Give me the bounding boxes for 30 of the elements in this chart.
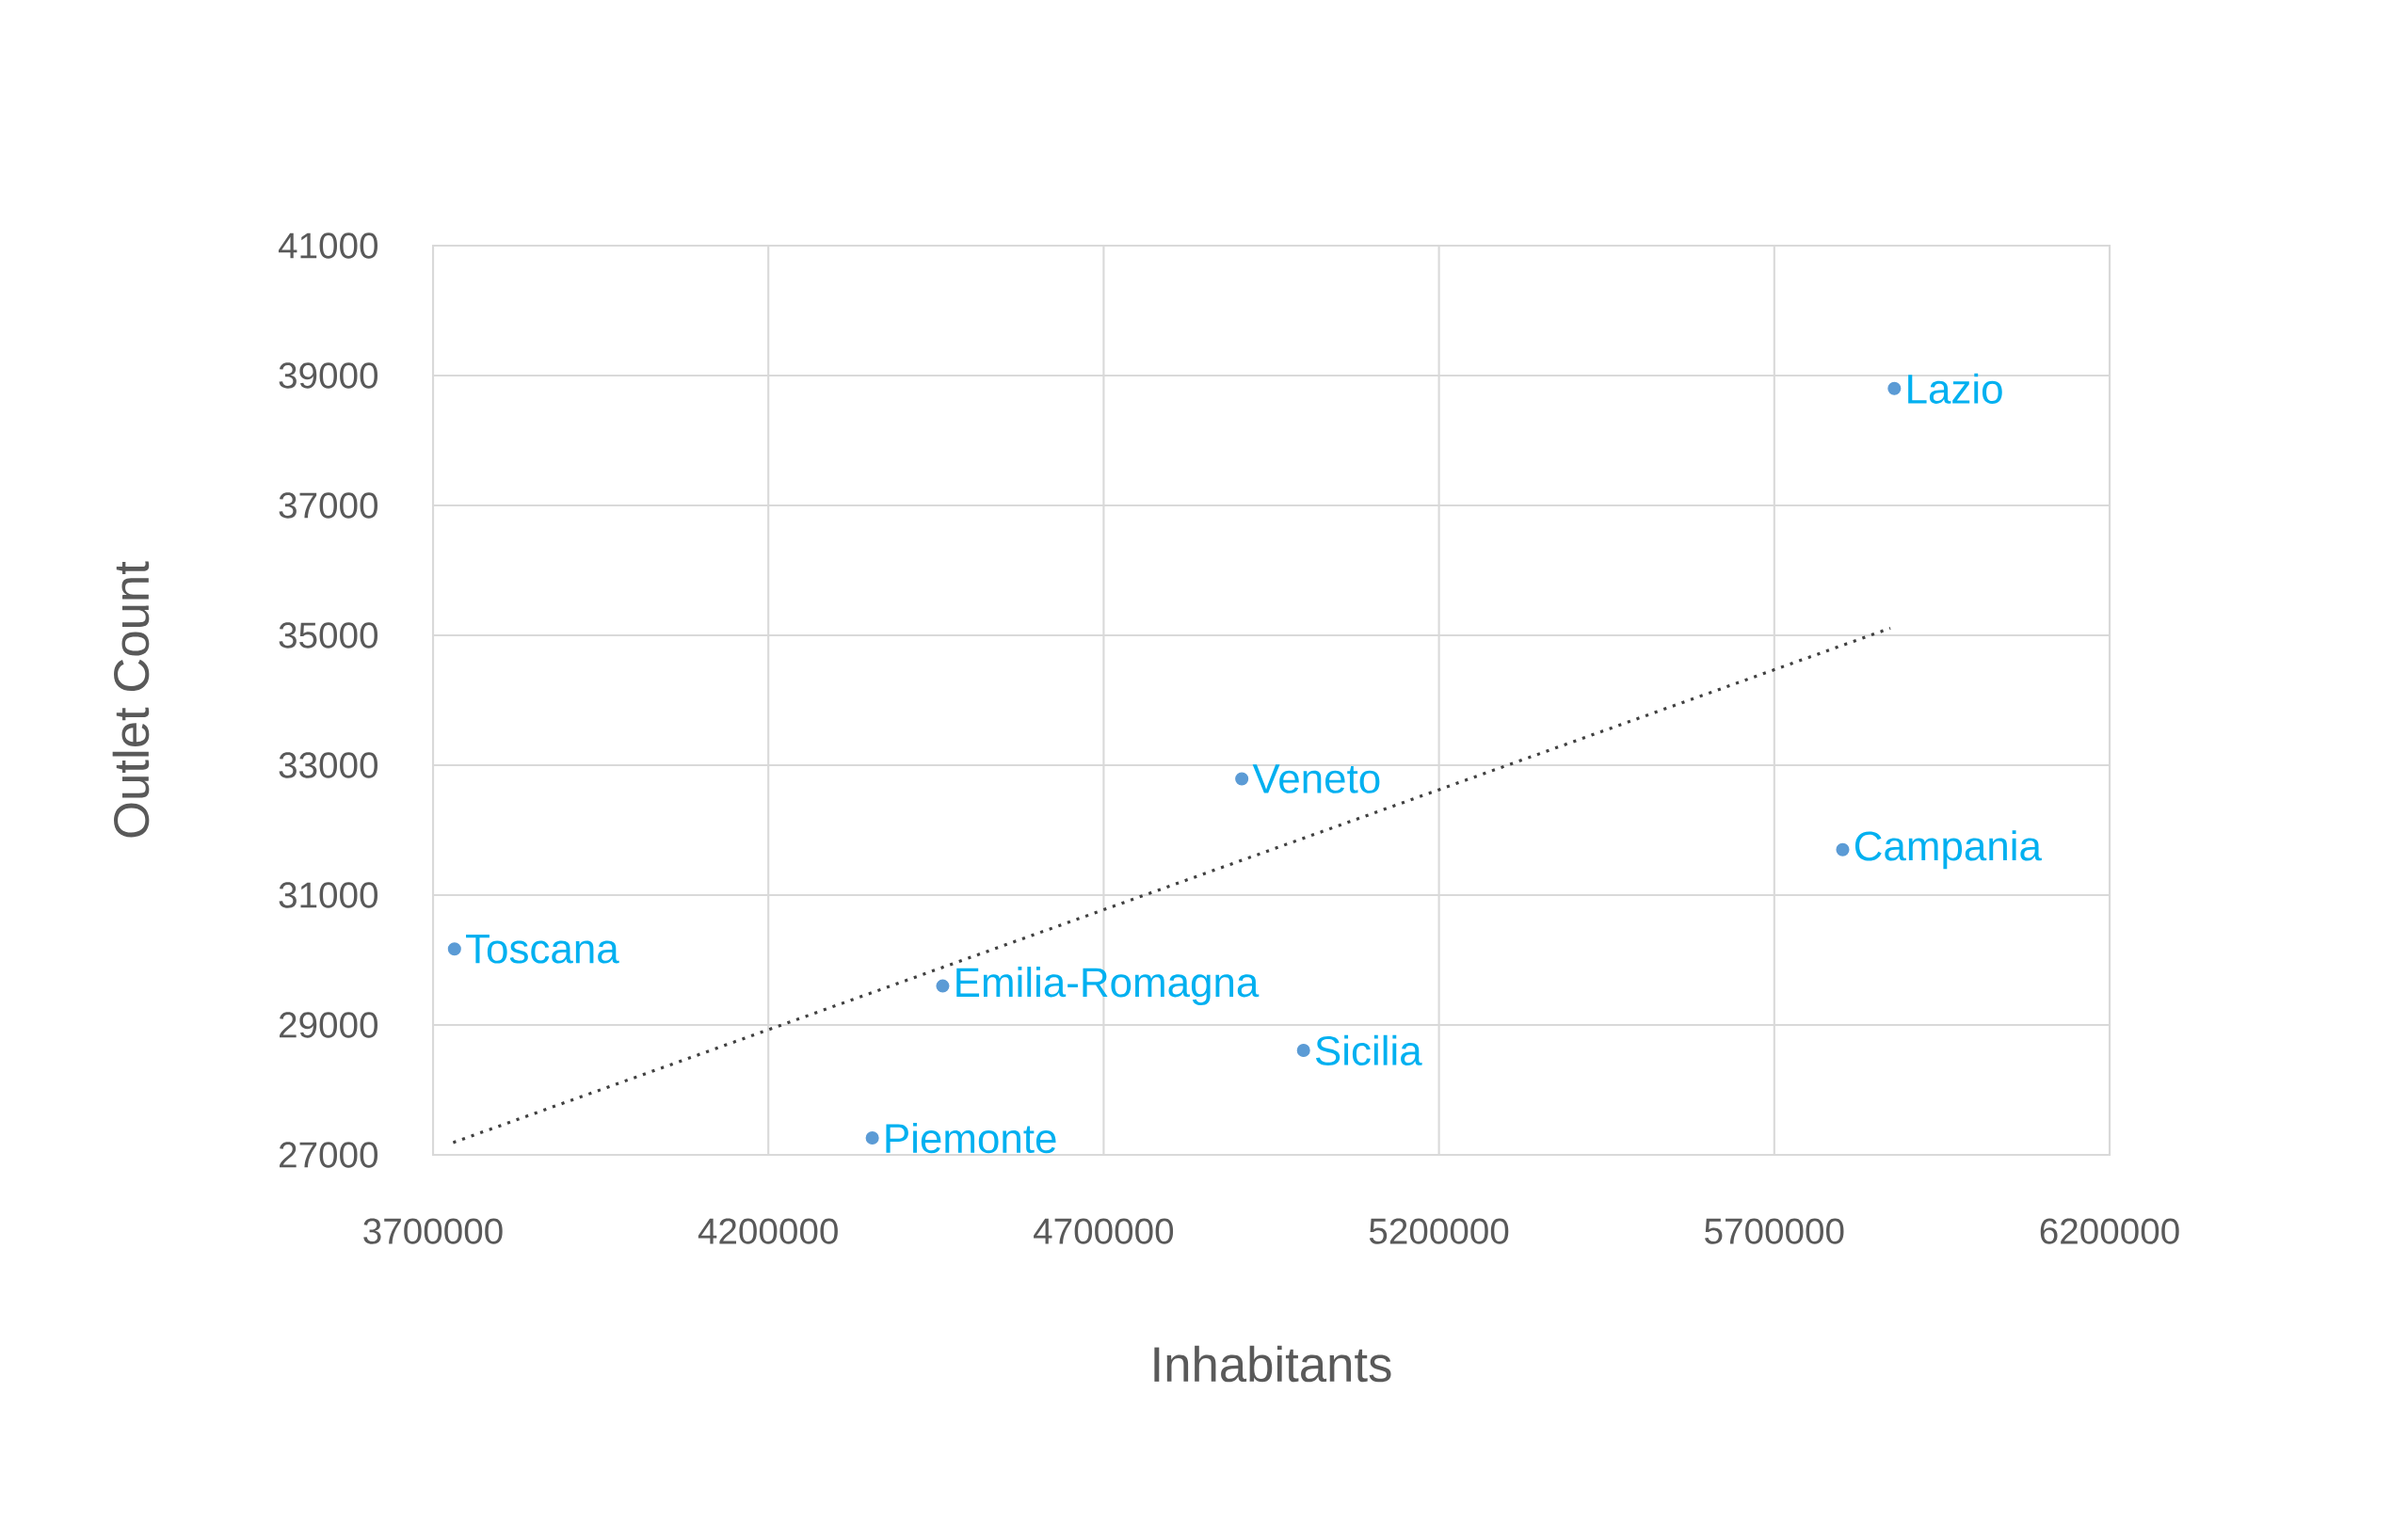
y-tick-label: 31000 [279, 882, 378, 908]
annotation: Campania [1854, 830, 2042, 870]
y-tick-label: 29000 [280, 1012, 378, 1038]
y-tick-label: 33000 [279, 752, 378, 778]
annotation: Sicilia [1315, 1034, 1422, 1066]
annotation: Veneto [1252, 764, 1380, 793]
point [1887, 381, 1902, 395]
x-tick-label: 5700000 [1705, 1218, 1844, 1244]
point [865, 1131, 879, 1145]
x-tick-label: 4700000 [1034, 1218, 1174, 1244]
y-axis-title: Outlet Count [112, 561, 150, 838]
x-tick-label: 5200000 [1369, 1218, 1509, 1244]
point [936, 979, 950, 993]
y-tick-label: 27000 [280, 1142, 378, 1168]
x-tick-label: 6200000 [2040, 1218, 2179, 1244]
y-tick-label: 35000 [279, 622, 378, 648]
y-tick-label: 39000 [279, 362, 378, 389]
y-tick-label: 41000 [278, 232, 378, 259]
x-tick-label: 3700000 [363, 1218, 503, 1244]
y-tick-label: 37000 [279, 492, 378, 519]
point [447, 942, 461, 956]
annotation: Lazio [1908, 373, 2002, 404]
annotation: Emilia-Romagna [956, 967, 1260, 1006]
x-axis-title: Inhabitants [1154, 1345, 1391, 1383]
x-tick-label: 4200000 [698, 1218, 838, 1244]
point [1296, 1043, 1310, 1057]
point [1836, 842, 1850, 857]
annotation: Toscana [466, 934, 619, 964]
point [1235, 772, 1249, 786]
annotation: Piemonte [886, 1122, 1056, 1154]
